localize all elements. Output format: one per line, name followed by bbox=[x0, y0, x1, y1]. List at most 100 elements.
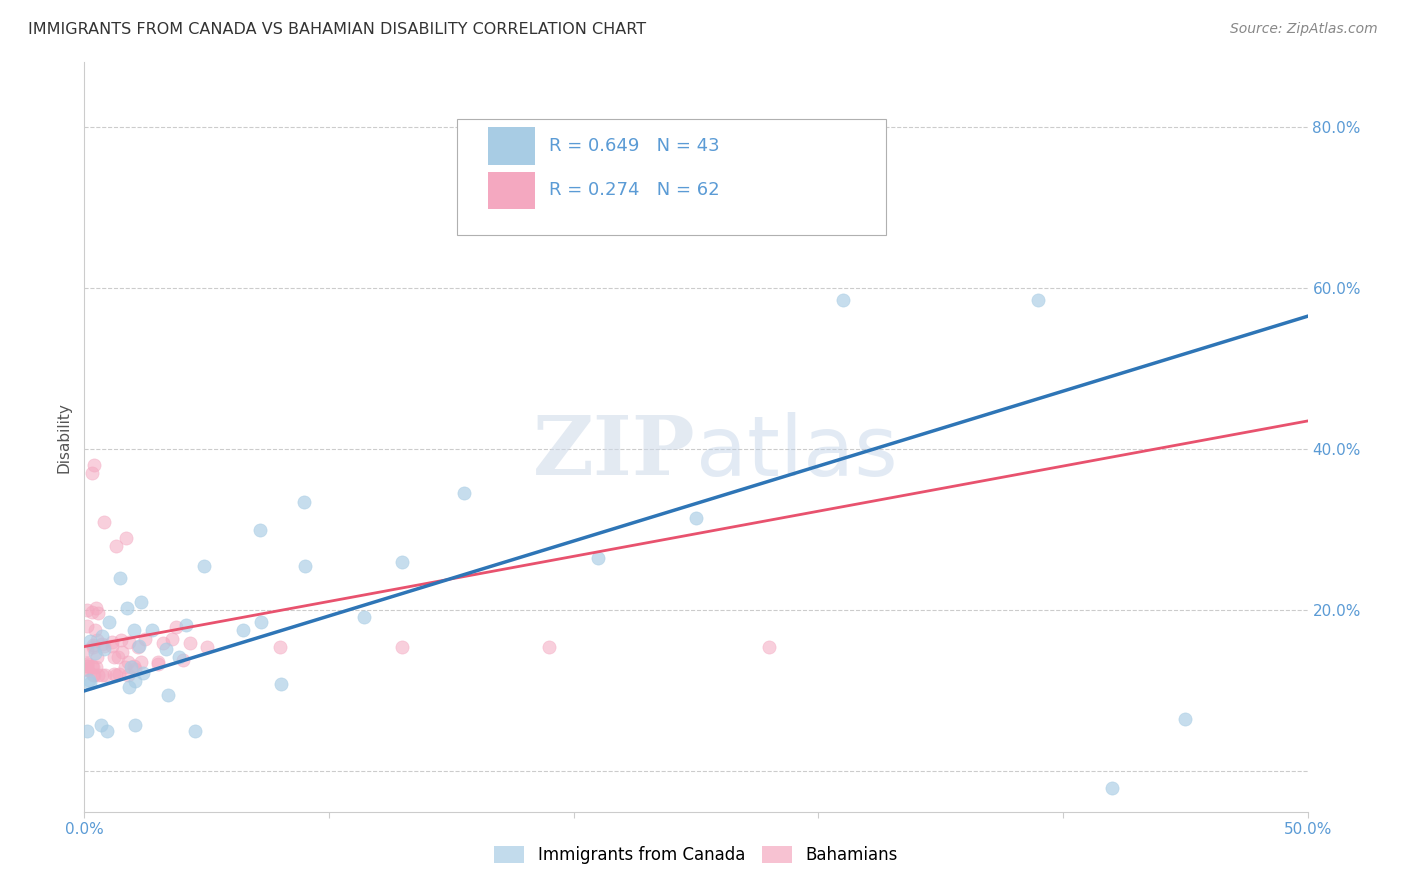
Point bbox=[156, 689, 179, 703]
Point bbox=[134, 632, 156, 646]
Point bbox=[184, 724, 207, 739]
Point bbox=[249, 615, 271, 630]
Point bbox=[93, 515, 115, 529]
Point bbox=[294, 559, 316, 574]
Point bbox=[174, 618, 197, 632]
Point bbox=[80, 659, 103, 673]
Point bbox=[93, 642, 115, 657]
Point bbox=[87, 667, 110, 681]
Text: Source: ZipAtlas.com: Source: ZipAtlas.com bbox=[1230, 22, 1378, 37]
Point bbox=[82, 605, 104, 619]
Point bbox=[107, 650, 129, 665]
Point bbox=[76, 659, 98, 673]
Point bbox=[124, 673, 146, 688]
Point bbox=[122, 659, 145, 673]
Point bbox=[122, 623, 145, 637]
Point bbox=[758, 640, 780, 654]
FancyBboxPatch shape bbox=[488, 171, 534, 209]
Point bbox=[84, 660, 107, 674]
Point bbox=[167, 650, 190, 665]
Point bbox=[391, 640, 413, 654]
Point bbox=[269, 640, 291, 654]
Point bbox=[103, 667, 125, 681]
Point bbox=[155, 641, 177, 656]
Point bbox=[82, 660, 104, 674]
Point bbox=[270, 677, 292, 691]
Text: IMMIGRANTS FROM CANADA VS BAHAMIAN DISABILITY CORRELATION CHART: IMMIGRANTS FROM CANADA VS BAHAMIAN DISAB… bbox=[28, 22, 647, 37]
Point bbox=[101, 640, 124, 654]
Point bbox=[249, 523, 271, 537]
Point bbox=[1028, 293, 1050, 307]
Point bbox=[111, 645, 134, 659]
Point bbox=[115, 531, 138, 545]
Point bbox=[103, 650, 125, 665]
Point bbox=[152, 635, 174, 649]
Point bbox=[76, 724, 98, 739]
Point bbox=[353, 609, 375, 624]
Point bbox=[83, 458, 105, 473]
Point bbox=[86, 633, 108, 648]
Point bbox=[91, 637, 114, 651]
Point bbox=[586, 550, 609, 565]
Point bbox=[79, 673, 101, 687]
Point bbox=[108, 571, 131, 585]
Point bbox=[131, 655, 153, 669]
Point bbox=[117, 680, 139, 694]
Point bbox=[128, 639, 150, 653]
Point bbox=[120, 659, 142, 673]
Point bbox=[146, 657, 169, 672]
Point bbox=[76, 663, 98, 677]
Point bbox=[76, 657, 98, 671]
Point bbox=[129, 595, 152, 609]
Point bbox=[110, 632, 132, 647]
Point bbox=[100, 635, 122, 649]
Point bbox=[132, 665, 155, 680]
Point bbox=[127, 640, 149, 654]
Point bbox=[76, 603, 98, 617]
Point bbox=[124, 662, 146, 676]
Point bbox=[124, 717, 146, 731]
Point bbox=[96, 724, 118, 739]
Point bbox=[79, 676, 101, 690]
Point bbox=[195, 640, 218, 654]
Text: atlas: atlas bbox=[696, 411, 897, 492]
Point bbox=[104, 667, 127, 681]
Point bbox=[108, 667, 131, 681]
Point bbox=[83, 623, 105, 637]
Point bbox=[83, 646, 105, 660]
FancyBboxPatch shape bbox=[488, 127, 534, 164]
Point bbox=[91, 629, 114, 643]
Point bbox=[232, 624, 254, 638]
Point bbox=[146, 655, 169, 669]
Legend: Immigrants from Canada, Bahamians: Immigrants from Canada, Bahamians bbox=[488, 839, 904, 871]
Point bbox=[160, 632, 183, 646]
Point bbox=[538, 640, 561, 654]
Text: R = 0.274   N = 62: R = 0.274 N = 62 bbox=[550, 181, 720, 199]
Point bbox=[453, 486, 475, 500]
Point bbox=[391, 555, 413, 569]
Point bbox=[93, 639, 115, 653]
Point bbox=[117, 635, 139, 649]
Point bbox=[80, 467, 103, 481]
Point bbox=[76, 662, 98, 676]
Point bbox=[87, 606, 110, 620]
Text: R = 0.649   N = 43: R = 0.649 N = 43 bbox=[550, 136, 720, 155]
Point bbox=[84, 600, 107, 615]
Point bbox=[141, 623, 163, 637]
Point bbox=[91, 667, 114, 681]
Point bbox=[172, 653, 194, 667]
Point bbox=[1101, 780, 1123, 795]
Point bbox=[82, 667, 104, 681]
Point bbox=[79, 634, 101, 648]
Point bbox=[76, 659, 98, 673]
Point bbox=[76, 642, 98, 657]
Point bbox=[105, 539, 128, 553]
Text: ZIP: ZIP bbox=[533, 412, 696, 492]
Point bbox=[90, 718, 112, 732]
Point bbox=[165, 620, 187, 634]
Point bbox=[117, 655, 139, 669]
Point bbox=[117, 667, 139, 681]
Point bbox=[1174, 712, 1197, 726]
Y-axis label: Disability: Disability bbox=[56, 401, 72, 473]
Point bbox=[86, 650, 108, 665]
